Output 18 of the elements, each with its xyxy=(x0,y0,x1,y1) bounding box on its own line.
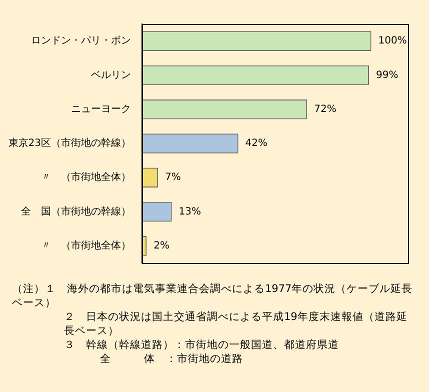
y-tick-label: 〃 （市街地全体） xyxy=(41,171,131,184)
text: （注）１ 海外の都市は電気事業連合会調べによる1977年の状況（ケーブル延長ベース） xyxy=(11,282,414,310)
text: 全 体 ：市街地の道路 xyxy=(99,352,244,366)
y-tick-label: 全 国（市街地の幹線） xyxy=(21,205,131,218)
data-label: 99% xyxy=(376,70,398,81)
y-tick-label: ベルリン xyxy=(91,70,131,81)
data-label: 72% xyxy=(314,104,336,115)
data-label: 100% xyxy=(378,36,407,47)
text: ３ 幹線（幹線道路）：市街地の一般国道、都道府県道 xyxy=(63,338,340,352)
data-label: 7% xyxy=(165,172,181,184)
data-label: 42% xyxy=(245,138,268,150)
data-label: 2% xyxy=(154,240,170,252)
y-tick-label: 東京23区（市街地の幹線） xyxy=(8,137,131,150)
text: ２ 日本の状況は国土交通省調べによる平成19年度末速報値（道路延長ベース） xyxy=(63,310,408,338)
y-tick-label: ニューヨーク xyxy=(71,104,131,115)
y-tick-label: ロンドン・パリ・ボン xyxy=(31,36,131,47)
y-tick-label: 〃 （市街地全体） xyxy=(41,240,131,252)
data-label: 13% xyxy=(178,206,202,218)
